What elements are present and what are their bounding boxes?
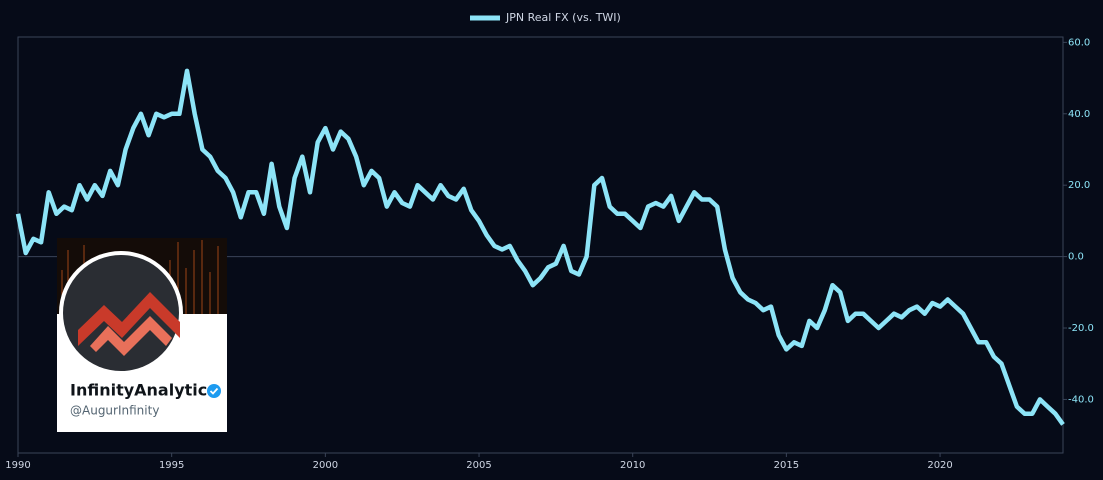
x-tick-label: 1990	[5, 460, 30, 471]
x-tick-label: 2000	[313, 460, 338, 471]
card-handle: @AugurInfinity	[70, 404, 159, 418]
y-tick-label: 20.0	[1068, 180, 1090, 191]
verified-badge	[207, 384, 221, 398]
plot-frame	[17, 36, 1064, 454]
y-tick-label: 40.0	[1068, 109, 1090, 120]
x-tick-label: 2010	[620, 460, 645, 471]
x-tick-label: 2005	[466, 460, 491, 471]
card-name: InfinityAnalytics	[70, 381, 217, 400]
watermark-card: InfinityAnalytics @AugurInfinity	[57, 238, 227, 432]
verified-check	[209, 387, 219, 395]
x-tick-label: 2020	[927, 460, 952, 471]
series-line	[15, 68, 1065, 426]
y-tick-label: 0.0	[1068, 252, 1084, 263]
avatar	[63, 255, 179, 371]
legend-label: JPN Real FX (vs. TWI)	[505, 11, 621, 24]
y-tick-label: -20.0	[1068, 323, 1094, 334]
x-tick-label: 1995	[159, 460, 184, 471]
y-tick-label: -40.0	[1068, 394, 1094, 405]
x-tick-label: 2015	[774, 460, 799, 471]
y-tick-label: 60.0	[1068, 37, 1090, 48]
logo	[78, 292, 180, 346]
logo-2	[90, 316, 172, 356]
